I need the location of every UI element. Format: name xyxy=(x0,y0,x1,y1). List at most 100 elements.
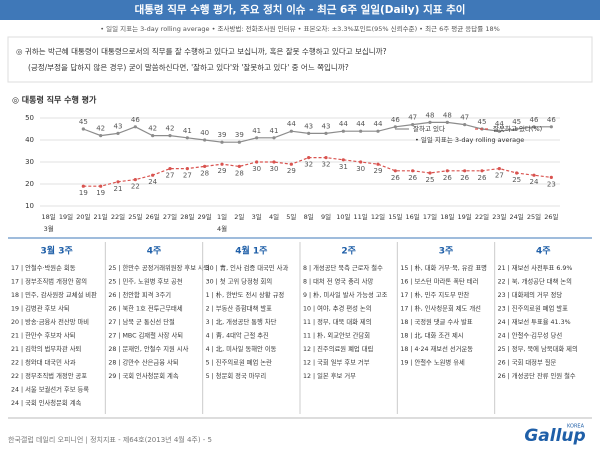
x-tick-label: 22일 xyxy=(475,212,489,221)
data-label: 28 xyxy=(235,169,244,177)
point xyxy=(463,123,467,127)
issue-item: 27 | MBC 김재철 사장 사퇴 xyxy=(108,331,183,340)
issue-item: 3 | 北, 개성공단 통행 차단 xyxy=(206,317,277,326)
issue-item: 29 | 국회 인사청문회 계속 xyxy=(108,371,178,380)
data-label: 41 xyxy=(183,127,192,135)
chart-title: ◎ 대통령 직무 수행 평가 xyxy=(12,95,97,105)
data-label: 19 xyxy=(96,189,105,197)
data-label: 46 xyxy=(131,116,140,124)
issue-item: 20 | 방송·금융사 전산망 마비 xyxy=(11,317,89,326)
x-tick-label: 15일 xyxy=(388,212,402,221)
issue-item: 24 | 재보선 투표율 41.3% xyxy=(498,317,571,326)
point xyxy=(515,127,519,131)
x-tick-label: 19일 xyxy=(458,212,472,221)
x-tick-label: 26일 xyxy=(544,212,558,221)
x-tick-label: 10일 xyxy=(336,212,350,221)
x-tick-label: 26일 xyxy=(146,212,160,221)
point xyxy=(151,134,155,138)
point xyxy=(81,127,85,131)
data-label: 27 xyxy=(495,172,504,180)
point xyxy=(220,140,224,144)
question-line: ◎ 귀하는 박근혜 대통령이 대통령으로서의 직무를 잘 수행하고 있다고 보십… xyxy=(16,46,387,56)
issue-item: 30 | 靑, 인사 검증 대국민 사과 xyxy=(206,263,289,272)
week-header: 4월 1주 xyxy=(235,245,267,257)
issue-item: 12 | 국회 일부 후보 거부 xyxy=(303,358,370,367)
point xyxy=(203,138,207,142)
x-tick-label: 21일 xyxy=(94,212,108,221)
data-label: 25 xyxy=(426,176,435,184)
point xyxy=(185,167,189,171)
x-tick-label: 4일 xyxy=(269,212,279,221)
point xyxy=(341,129,345,133)
point xyxy=(237,140,241,144)
x-tick-label: 25일 xyxy=(527,212,541,221)
point xyxy=(151,173,155,177)
x-tick-label: 2일 xyxy=(234,212,244,221)
issue-item: 8 | 대처 전 영국 총리 사망 xyxy=(303,277,373,286)
issue-item: 11 | 정부, 대북 대화 제의 xyxy=(303,317,372,326)
x-tick-label: 18일 xyxy=(440,212,454,221)
series-line xyxy=(83,121,552,143)
x-tick-label: 8일 xyxy=(304,212,314,221)
data-label: 27 xyxy=(183,172,192,180)
issue-item: 22 | 청와대 대국민 사과 xyxy=(11,358,76,367)
issue-item: 4 | 靑, 4대악 근절 추진 xyxy=(206,331,269,340)
point xyxy=(393,125,397,129)
x-tick-label: 28일 xyxy=(180,212,194,221)
issue-item: 26 | 국회 대정부 질문 xyxy=(498,358,557,367)
point xyxy=(428,171,432,175)
data-label: 47 xyxy=(460,114,469,122)
data-label: 21 xyxy=(114,185,123,193)
point xyxy=(185,136,189,140)
data-label: 39 xyxy=(235,131,244,139)
data-label: 44 xyxy=(287,120,296,128)
data-label: 44 xyxy=(339,120,348,128)
issue-item: 18 | 4·24 재보선 선거운동 xyxy=(400,344,473,353)
issue-item: 28 | 문재인, 안철수 지원 시사 xyxy=(108,344,188,353)
point xyxy=(133,178,137,182)
issue-item: 23 | 진주의료원 폐업 발표 xyxy=(498,304,568,313)
point xyxy=(272,160,276,164)
data-label: 43 xyxy=(304,122,313,130)
x-tick-label: 16일 xyxy=(406,212,420,221)
x-tick-label: 3일 xyxy=(252,212,262,221)
y-tick-label: 50 xyxy=(25,114,34,122)
issue-item: 26 | 북한 1호 전투근무태세 xyxy=(108,304,182,313)
issue-item: 19 | 안철수 노원병 유세 xyxy=(400,358,465,367)
issue-item: 22 | 북, 개성공단 대책 논의 xyxy=(498,277,572,286)
y-tick-label: 40 xyxy=(25,136,34,144)
issue-item: 30 | 첫 고위 당정청 회의 xyxy=(206,277,273,286)
month-label: 4월 xyxy=(217,224,227,233)
data-label: 42 xyxy=(148,125,157,133)
issue-item: 17 | 안철수·박원순 회동 xyxy=(11,263,76,272)
data-label: 26 xyxy=(443,174,452,182)
issue-item: 28 | 강만수 산은금융 사퇴 xyxy=(108,358,178,367)
data-label: 24 xyxy=(530,178,539,186)
issue-item: 19 | 김병관 후보 사퇴 xyxy=(11,304,70,313)
legend-label: 잘하고 있다 xyxy=(413,124,445,133)
issue-item: 17 | 朴, 민주 지도부 만찬 xyxy=(400,290,469,299)
data-label: 23 xyxy=(547,180,556,188)
data-label: 48 xyxy=(443,111,452,119)
point xyxy=(99,134,103,138)
data-label: 31 xyxy=(339,163,348,171)
point xyxy=(549,125,553,129)
data-label: 28 xyxy=(200,169,209,177)
issue-item: 4 | 北, 미사일 동해안 이동 xyxy=(206,344,277,353)
point xyxy=(480,169,484,173)
point xyxy=(307,156,311,160)
legend-label: 잘못하고 있다(%) xyxy=(493,124,542,133)
point xyxy=(168,167,172,171)
data-label: 27 xyxy=(166,172,175,180)
x-tick-label: 25일 xyxy=(128,212,142,221)
logo: Gallup xyxy=(524,426,585,446)
issue-item: 17 | 朴, 인사청문회 제도 개선 xyxy=(400,304,481,313)
point xyxy=(237,164,241,168)
issue-item: 27 | 남북 군 통신선 단절 xyxy=(108,317,175,326)
issue-item: 11 | 朴, 외교안보 간담회 xyxy=(303,331,370,340)
data-label: 44 xyxy=(356,120,365,128)
x-tick-label: 5일 xyxy=(286,212,296,221)
point xyxy=(272,136,276,140)
data-label: 42 xyxy=(96,125,105,133)
issue-item: 24 | 국회 인사청문회 계속 xyxy=(11,398,81,407)
